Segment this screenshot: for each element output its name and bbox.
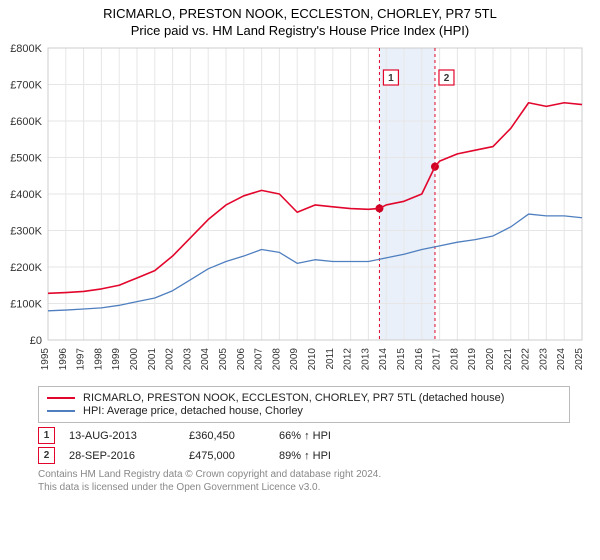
svg-text:2016: 2016 <box>414 348 425 371</box>
footnote-line1: Contains HM Land Registry data © Crown c… <box>38 468 570 481</box>
sale-price: £360,450 <box>189 430 279 442</box>
legend-item: HPI: Average price, detached house, Chor… <box>47 405 561 417</box>
svg-text:£100K: £100K <box>10 299 42 311</box>
legend-swatch <box>47 410 75 412</box>
svg-text:2000: 2000 <box>129 348 140 371</box>
svg-text:2014: 2014 <box>378 348 389 371</box>
svg-text:2023: 2023 <box>538 348 549 371</box>
svg-text:2020: 2020 <box>485 348 496 371</box>
legend-swatch <box>47 397 75 399</box>
sale-marker: 1 <box>38 427 55 444</box>
sale-date: 28-SEP-2016 <box>69 450 189 462</box>
svg-text:1: 1 <box>388 73 394 84</box>
svg-text:2013: 2013 <box>360 348 371 371</box>
sale-price: £475,000 <box>189 450 279 462</box>
svg-text:2021: 2021 <box>503 348 514 371</box>
svg-text:2001: 2001 <box>147 348 158 371</box>
svg-text:2007: 2007 <box>254 348 265 371</box>
svg-text:2025: 2025 <box>574 348 585 371</box>
chart: £0 £100K £200K £300K £400K £500K £600K £700K £80… <box>0 40 600 380</box>
svg-text:1995: 1995 <box>40 348 51 371</box>
svg-text:2010: 2010 <box>307 348 318 371</box>
sale-row: 1 13-AUG-2013£360,45066% ↑ HPI <box>38 427 570 444</box>
svg-text:2011: 2011 <box>325 348 336 370</box>
chart-container: RICMARLO, PRESTON NOOK, ECCLESTON, CHORL… <box>0 0 600 494</box>
footnote: Contains HM Land Registry data © Crown c… <box>38 468 570 494</box>
svg-text:2017: 2017 <box>432 348 443 371</box>
title-line1: RICMARLO, PRESTON NOOK, ECCLESTON, CHORL… <box>0 6 600 21</box>
sale-row: 2 28-SEP-2016£475,00089% ↑ HPI <box>38 447 570 464</box>
title-line2: Price paid vs. HM Land Registry's House … <box>0 23 600 38</box>
svg-text:2003: 2003 <box>182 348 193 371</box>
sale-hpi: 89% ↑ HPI <box>279 450 389 462</box>
svg-text:1999: 1999 <box>111 348 122 371</box>
svg-text:2022: 2022 <box>521 348 532 371</box>
svg-text:2004: 2004 <box>200 348 211 371</box>
legend-label: HPI: Average price, detached house, Chor… <box>83 405 303 417</box>
svg-text:2012: 2012 <box>343 348 354 371</box>
svg-text:2008: 2008 <box>271 348 282 371</box>
sale-hpi: 66% ↑ HPI <box>279 430 389 442</box>
svg-text:2018: 2018 <box>449 348 460 371</box>
svg-text:£600K: £600K <box>10 116 42 128</box>
svg-text:2006: 2006 <box>236 348 247 371</box>
svg-text:2019: 2019 <box>467 348 478 371</box>
svg-text:2: 2 <box>444 73 450 84</box>
chart-svg: £0 £100K £200K £300K £400K £500K £600K £700K £80… <box>0 40 600 380</box>
svg-text:£500K: £500K <box>10 153 42 165</box>
footnote-line2: This data is licensed under the Open Gov… <box>38 481 570 494</box>
legend: RICMARLO, PRESTON NOOK, ECCLESTON, CHORL… <box>38 386 570 423</box>
svg-text:£700K: £700K <box>10 80 42 92</box>
svg-text:£800K: £800K <box>10 43 42 55</box>
svg-text:1998: 1998 <box>93 348 104 371</box>
svg-text:2002: 2002 <box>165 348 176 371</box>
legend-item: RICMARLO, PRESTON NOOK, ECCLESTON, CHORL… <box>47 392 561 404</box>
svg-text:£0: £0 <box>30 335 42 347</box>
svg-text:£300K: £300K <box>10 226 42 238</box>
sales-table: 1 13-AUG-2013£360,45066% ↑ HPI 2 28-SEP-201… <box>38 427 570 464</box>
sale-date: 13-AUG-2013 <box>69 430 189 442</box>
legend-label: RICMARLO, PRESTON NOOK, ECCLESTON, CHORL… <box>83 392 504 404</box>
svg-text:2024: 2024 <box>556 348 567 371</box>
svg-text:2005: 2005 <box>218 348 229 371</box>
sale-marker: 2 <box>38 447 55 464</box>
titles: RICMARLO, PRESTON NOOK, ECCLESTON, CHORL… <box>0 0 600 40</box>
svg-text:1996: 1996 <box>58 348 69 371</box>
svg-text:£200K: £200K <box>10 262 42 274</box>
svg-text:£400K: £400K <box>10 189 42 201</box>
svg-text:1997: 1997 <box>76 348 87 371</box>
svg-text:2009: 2009 <box>289 348 300 371</box>
svg-text:2015: 2015 <box>396 348 407 371</box>
